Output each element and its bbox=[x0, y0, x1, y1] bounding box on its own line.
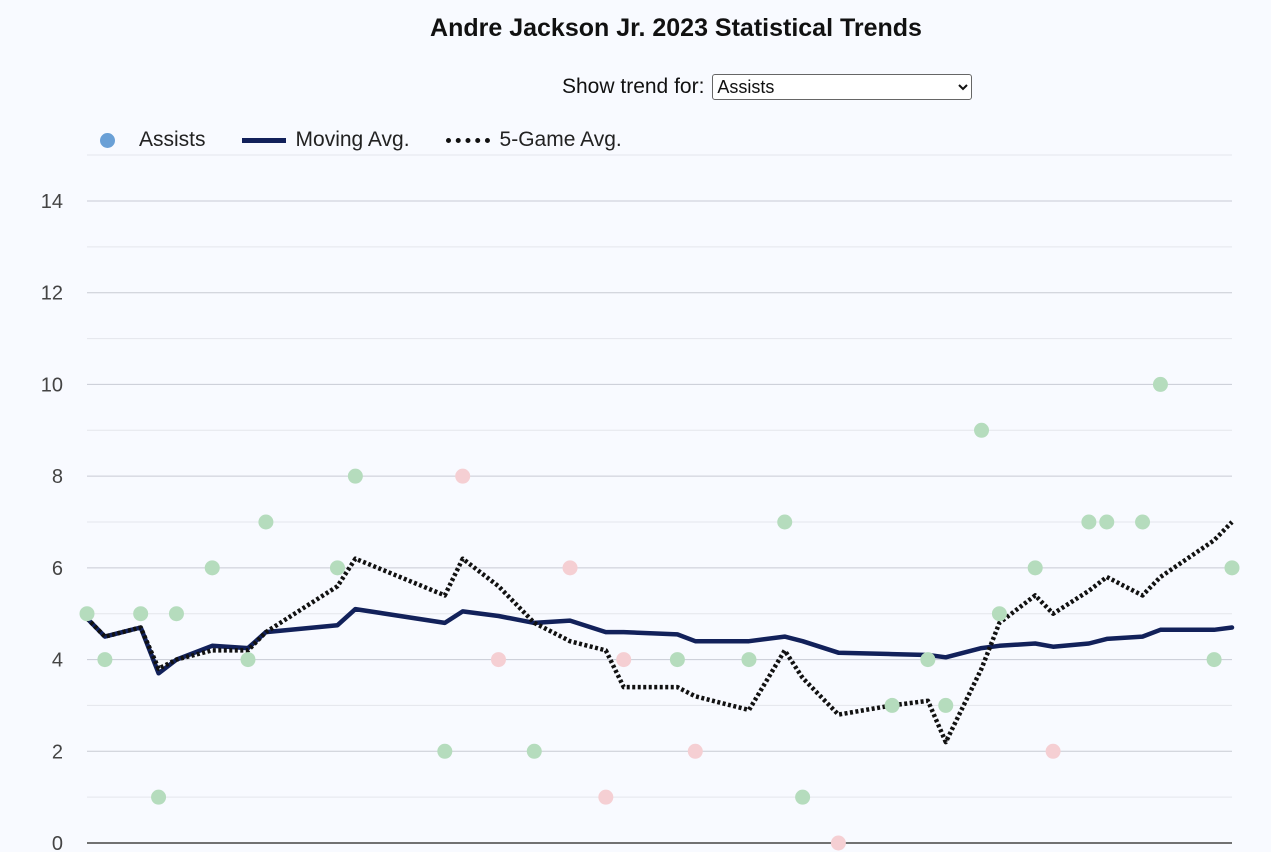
assist-point bbox=[347, 468, 363, 484]
y-tick-label: 6 bbox=[52, 558, 63, 580]
assist-point bbox=[777, 514, 793, 530]
y-tick-label: 2 bbox=[52, 741, 63, 763]
five-game-average-line bbox=[85, 520, 1234, 745]
assist-point bbox=[884, 697, 900, 713]
assist-point bbox=[920, 652, 936, 668]
assist-point bbox=[151, 789, 167, 805]
assist-point bbox=[133, 606, 149, 622]
legend-item-points[interactable]: Assists bbox=[100, 128, 206, 152]
assist-point bbox=[616, 652, 632, 668]
assist-point bbox=[1081, 514, 1097, 530]
assist-point bbox=[258, 514, 274, 530]
legend-points-label: Assists bbox=[139, 128, 206, 151]
assist-point bbox=[938, 697, 954, 713]
assist-point bbox=[1206, 652, 1222, 668]
assist-point bbox=[687, 743, 703, 759]
assist-point bbox=[1135, 514, 1151, 530]
legend-point-swatch bbox=[100, 132, 115, 148]
assist-point bbox=[329, 560, 345, 576]
assist-point bbox=[830, 835, 846, 851]
assist-point bbox=[526, 743, 542, 759]
assist-point bbox=[1152, 376, 1168, 392]
y-tick-label: 8 bbox=[52, 466, 63, 488]
y-tick-label: 12 bbox=[41, 283, 63, 305]
assist-point bbox=[1224, 560, 1240, 576]
assist-point bbox=[741, 652, 757, 668]
legend-five-game-swatch bbox=[445, 137, 490, 143]
assist-point bbox=[974, 422, 990, 438]
moving-average-line bbox=[84, 606, 1235, 676]
assist-point bbox=[204, 560, 220, 576]
y-tick-label: 0 bbox=[52, 833, 63, 852]
assist-point bbox=[562, 560, 578, 576]
assist-point bbox=[79, 606, 95, 622]
assist-point bbox=[490, 652, 506, 668]
assist-point bbox=[669, 652, 685, 668]
assist-point bbox=[168, 606, 184, 622]
legend-moving-label: Moving Avg. bbox=[295, 128, 410, 151]
y-tick-label: 14 bbox=[41, 191, 63, 213]
assist-point bbox=[455, 468, 471, 484]
chart-legend: Assists Moving Avg. 5-Game Avg. bbox=[100, 128, 658, 152]
legend-item-moving[interactable]: Moving Avg. bbox=[241, 128, 410, 152]
assist-point bbox=[1099, 514, 1115, 530]
assist-point bbox=[795, 789, 811, 805]
assist-point bbox=[991, 606, 1007, 622]
stat-dropdown[interactable]: Assists bbox=[712, 74, 973, 100]
assist-point bbox=[1027, 560, 1043, 576]
trend-selector: Show trend for: Assists bbox=[562, 74, 973, 100]
assist-point bbox=[240, 652, 256, 668]
assist-point bbox=[97, 652, 113, 668]
legend-five-game-label: 5-Game Avg. bbox=[499, 128, 622, 151]
y-tick-label: 10 bbox=[41, 374, 63, 396]
assist-point bbox=[598, 789, 614, 805]
trend-selector-label: Show trend for: bbox=[562, 75, 705, 98]
assist-point bbox=[437, 743, 453, 759]
chart-title: Andre Jackson Jr. 2023 Statistical Trend… bbox=[430, 14, 922, 42]
assist-point bbox=[1045, 743, 1061, 759]
legend-item-five-game[interactable]: 5-Game Avg. bbox=[445, 128, 622, 152]
y-tick-label: 4 bbox=[52, 650, 63, 672]
legend-moving-swatch bbox=[241, 137, 286, 143]
